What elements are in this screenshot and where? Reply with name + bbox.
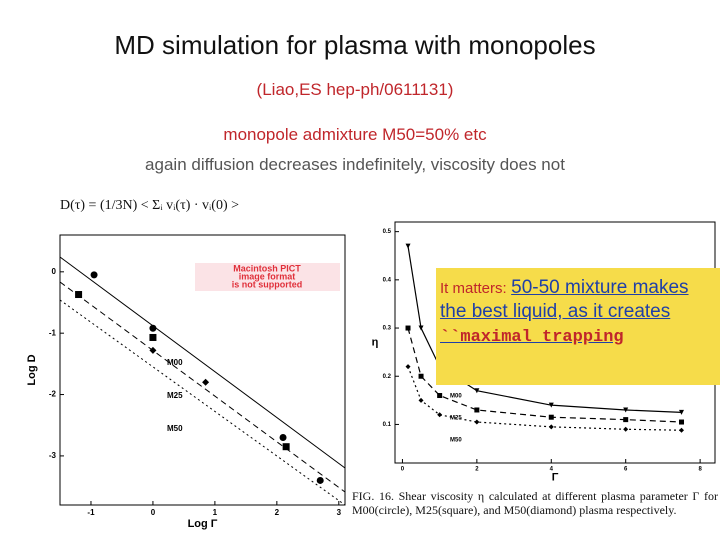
y-tick-label: -2 xyxy=(49,390,57,399)
data-point xyxy=(548,402,554,408)
data-point xyxy=(679,427,685,433)
x-axis-label: Γ xyxy=(552,471,559,483)
x-tick-label: 0 xyxy=(401,467,405,473)
y-tick-label: 0.2 xyxy=(383,374,392,380)
y-tick-label: -3 xyxy=(49,451,57,460)
data-point xyxy=(149,346,157,354)
placeholder-text: Macintosh PICT xyxy=(233,263,301,273)
x-tick-label: 0 xyxy=(151,508,156,517)
data-point xyxy=(418,397,424,403)
fit-line xyxy=(59,281,346,493)
legend-label: M50 xyxy=(450,438,462,444)
data-point xyxy=(437,393,443,399)
note-text: 50-50 mixture makes the best liquid, as … xyxy=(440,277,689,347)
reference: (Liao,ES hep-ph/0611131) xyxy=(256,80,454,99)
figure-caption: FIG. 16. Shear viscosity η calculated at… xyxy=(352,489,718,517)
data-point xyxy=(316,476,324,484)
data-point xyxy=(679,409,685,415)
data-point xyxy=(149,333,157,341)
data-point xyxy=(623,417,629,423)
data-point xyxy=(405,364,411,370)
data-point xyxy=(474,407,480,413)
x-tick-label: 1 xyxy=(213,508,218,517)
text-line: again diffusion decreases indefinitely, … xyxy=(145,155,565,174)
y-tick-label: 0.4 xyxy=(383,277,392,283)
data-point xyxy=(623,426,629,432)
placeholder-box xyxy=(195,263,340,291)
formula: D(τ) = (1/3N) < Σᵢ vᵢ(τ) · vᵢ(0) > xyxy=(60,198,240,213)
x-tick-label: 6 xyxy=(624,467,628,473)
y-axis-label: η xyxy=(372,336,379,348)
x-tick-label: 8 xyxy=(698,467,702,473)
y-axis-label: Log D xyxy=(26,354,38,385)
data-point xyxy=(548,424,554,430)
data-point xyxy=(474,419,480,425)
y-tick-label: 0.5 xyxy=(383,229,392,235)
data-point xyxy=(474,388,480,394)
y-tick-label: 0.1 xyxy=(383,422,392,428)
placeholder-text: image format xyxy=(239,271,296,281)
legend-label: M00 xyxy=(450,394,462,400)
data-point xyxy=(437,412,443,418)
note-lead: It matters: xyxy=(440,280,507,297)
x-axis-label: Log Γ xyxy=(188,518,218,530)
note-box: It matters: 50-50 mixture makes the best… xyxy=(436,268,720,385)
data-point xyxy=(418,373,424,379)
text-line: monopole admixture M50=50% etc xyxy=(223,125,487,144)
plot-frame xyxy=(59,234,346,506)
data-point xyxy=(405,325,411,331)
fit-line xyxy=(59,256,346,469)
note-emphasis: ``maximal trapping xyxy=(440,328,624,347)
x-tick-label: 2 xyxy=(475,467,479,473)
x-tick-label: 2 xyxy=(275,508,280,517)
x-tick-label: 4 xyxy=(550,467,554,473)
y-tick-label: -1 xyxy=(49,328,57,337)
data-point xyxy=(75,291,83,299)
note-body: 50-50 mixture makes the best liquid, as … xyxy=(440,277,689,322)
data-point xyxy=(90,271,98,279)
data-point xyxy=(623,407,629,413)
placeholder-text: is not supported xyxy=(232,279,303,289)
data-point xyxy=(405,243,411,249)
data-point xyxy=(149,324,157,332)
data-point xyxy=(279,434,287,441)
legend-label: M50 xyxy=(167,424,183,433)
slide-title: MD simulation for plasma with monopoles xyxy=(114,30,596,60)
data-point xyxy=(548,414,554,420)
fit-line xyxy=(59,299,346,506)
legend-label: M25 xyxy=(167,391,183,400)
y-tick-label: 0 xyxy=(52,267,57,276)
data-point xyxy=(679,419,685,425)
x-tick-label: 3 xyxy=(337,508,342,517)
legend-label: M00 xyxy=(167,358,183,367)
data-point xyxy=(282,443,290,451)
y-tick-label: 0.3 xyxy=(383,326,392,332)
data-point xyxy=(418,325,424,331)
data-point xyxy=(202,378,210,386)
x-tick-label: -1 xyxy=(87,508,95,517)
